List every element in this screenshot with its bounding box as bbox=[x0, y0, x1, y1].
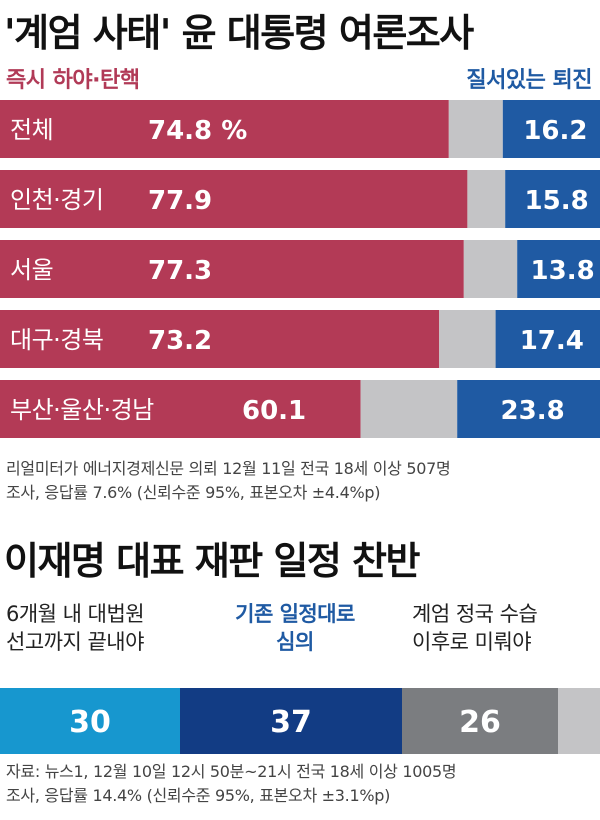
bar-other bbox=[439, 310, 496, 368]
bar-orderly-resign bbox=[457, 380, 600, 438]
value-label: 37 bbox=[270, 705, 312, 740]
bar-segment bbox=[180, 688, 402, 754]
value-label-impeach: 77.9 bbox=[148, 186, 212, 216]
value-label: 26 bbox=[459, 705, 501, 740]
bar-segment-other bbox=[558, 688, 600, 754]
value-label-resign: 17.4 bbox=[520, 326, 584, 356]
source-note-1: 리얼미터가 에너지경제신문 의뢰 12월 11일 전국 18세 이상 507명 … bbox=[6, 457, 451, 505]
trial-schedule-bar: 30 37 26 bbox=[0, 688, 600, 754]
bar-orderly-resign bbox=[505, 170, 600, 228]
category-line: 심의 bbox=[276, 630, 314, 654]
value-label-impeach: 77.3 bbox=[148, 256, 212, 286]
legend-orderly-resign: 질서있는 퇴진 bbox=[466, 68, 592, 93]
chart-title-2: 이재명 대표 재판 일정 찬반 bbox=[4, 539, 420, 583]
category-label-1: 6개월 내 대법원 선고까지 끝내야 bbox=[6, 600, 145, 656]
bar-other bbox=[467, 170, 506, 228]
chart-title: '계엄 사태' 윤 대통령 여론조사 bbox=[4, 11, 474, 55]
bar-impeach bbox=[0, 170, 468, 228]
bar-segment bbox=[402, 688, 558, 754]
source-line: 리얼미터가 에너지경제신문 의뢰 12월 11일 전국 18세 이상 507명 bbox=[6, 459, 451, 478]
bar-other bbox=[463, 240, 518, 298]
category-line: 계엄 정국 수습 bbox=[412, 602, 538, 626]
region-bar-chart: 전체 74.8 % 16.2 인천·경기 77.9 15.8 서울 77.3 13.8 대구·경북… bbox=[0, 100, 600, 438]
value-label-impeach: 74.8 % bbox=[148, 116, 247, 146]
bar-impeach bbox=[0, 240, 464, 298]
source-note-2: 자료: 뉴스1, 12월 10일 12시 50분~21시 전국 18세 이상 1… bbox=[6, 760, 457, 808]
category-line: 이후로 미뤄야 bbox=[412, 630, 532, 654]
category-label: 인천·경기 bbox=[10, 186, 103, 214]
category-label-3: 계엄 정국 수습 이후로 미뤄야 bbox=[412, 600, 538, 656]
bar-other bbox=[360, 380, 458, 438]
category-line: 선고까지 끝내야 bbox=[6, 630, 144, 654]
value-label-resign: 23.8 bbox=[501, 396, 565, 426]
category-label: 대구·경북 bbox=[10, 326, 103, 354]
bar-orderly-resign bbox=[495, 310, 600, 368]
value-label-impeach: 60.1 bbox=[242, 396, 306, 426]
value-label: 30 bbox=[69, 705, 111, 740]
category-line: 6개월 내 대법원 bbox=[6, 602, 145, 626]
bar-impeach bbox=[0, 100, 449, 158]
category-label: 서울 bbox=[10, 256, 53, 284]
category-line: 기존 일정대로 bbox=[235, 602, 355, 626]
bar-other bbox=[448, 100, 503, 158]
value-label-resign: 15.8 bbox=[525, 186, 589, 216]
source-line: 자료: 뉴스1, 12월 10일 12시 50분~21시 전국 18세 이상 1… bbox=[6, 762, 457, 781]
source-line: 조사, 응답률 7.6% (신뢰수준 95%, 표본오차 ±4.4%p) bbox=[6, 483, 381, 502]
bar-impeach bbox=[0, 310, 440, 368]
legend-impeach: 즉시 하야·탄핵 bbox=[6, 68, 140, 93]
value-label-impeach: 73.2 bbox=[148, 326, 212, 356]
value-label-resign: 13.8 bbox=[531, 256, 595, 286]
bar-orderly-resign bbox=[517, 240, 600, 298]
category-label-2: 기존 일정대로 심의 bbox=[210, 600, 380, 656]
category-label: 부산·울산·경남 bbox=[10, 396, 154, 424]
bar-segment bbox=[0, 688, 180, 754]
bar-orderly-resign bbox=[502, 100, 600, 158]
value-label-resign: 16.2 bbox=[523, 116, 587, 146]
category-label: 전체 bbox=[10, 116, 53, 144]
bar-impeach bbox=[0, 380, 361, 438]
source-line: 조사, 응답률 14.4% (신뢰수준 95%, 표본오차 ±3.1%p) bbox=[6, 786, 391, 805]
